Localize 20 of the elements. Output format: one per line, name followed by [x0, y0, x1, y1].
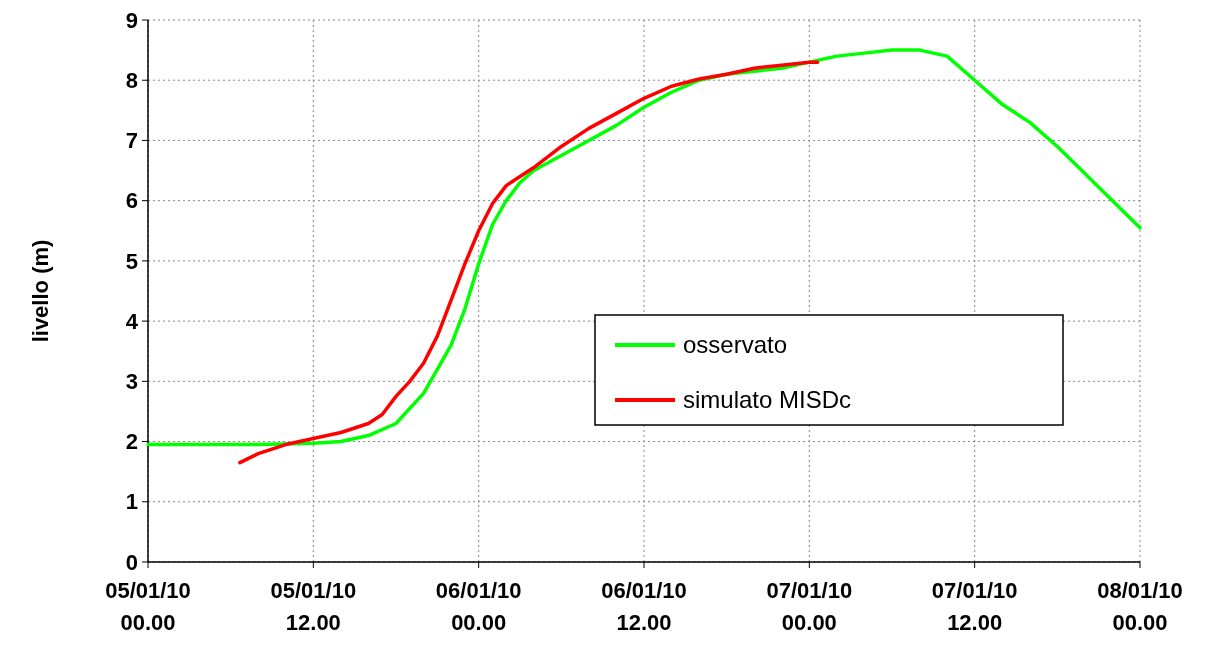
x-tick-label: 05/01/10 00.00	[105, 578, 191, 635]
x-tick-label: 05/01/10 12.00	[270, 578, 357, 635]
legend-label: simulato MISDc	[683, 386, 852, 414]
x-tick-label: 06/01/10 12.00	[601, 578, 687, 635]
y-tick-label: 3	[125, 369, 138, 395]
x-tick-label: 08/01/10 00.00	[1097, 578, 1183, 635]
x-tick-label: 07/01/10 00.00	[766, 578, 853, 635]
y-tick-label: 9	[125, 7, 138, 33]
y-tick-label: 2	[125, 429, 138, 455]
y-axis-title: livello (m)	[28, 239, 53, 343]
y-tick-label: 1	[125, 489, 138, 515]
y-tick-label: 5	[125, 248, 138, 274]
legend-label: osservato	[683, 331, 788, 359]
y-tick-label: 8	[125, 67, 138, 93]
y-tick-label: 6	[125, 188, 138, 214]
y-tick-label: 0	[125, 549, 138, 575]
y-tick-label: 7	[125, 128, 138, 154]
x-tick-label: 06/01/10 00.00	[435, 578, 522, 635]
y-tick-label: 4	[125, 308, 139, 334]
x-tick-label: 07/01/10 12.00	[931, 578, 1018, 635]
